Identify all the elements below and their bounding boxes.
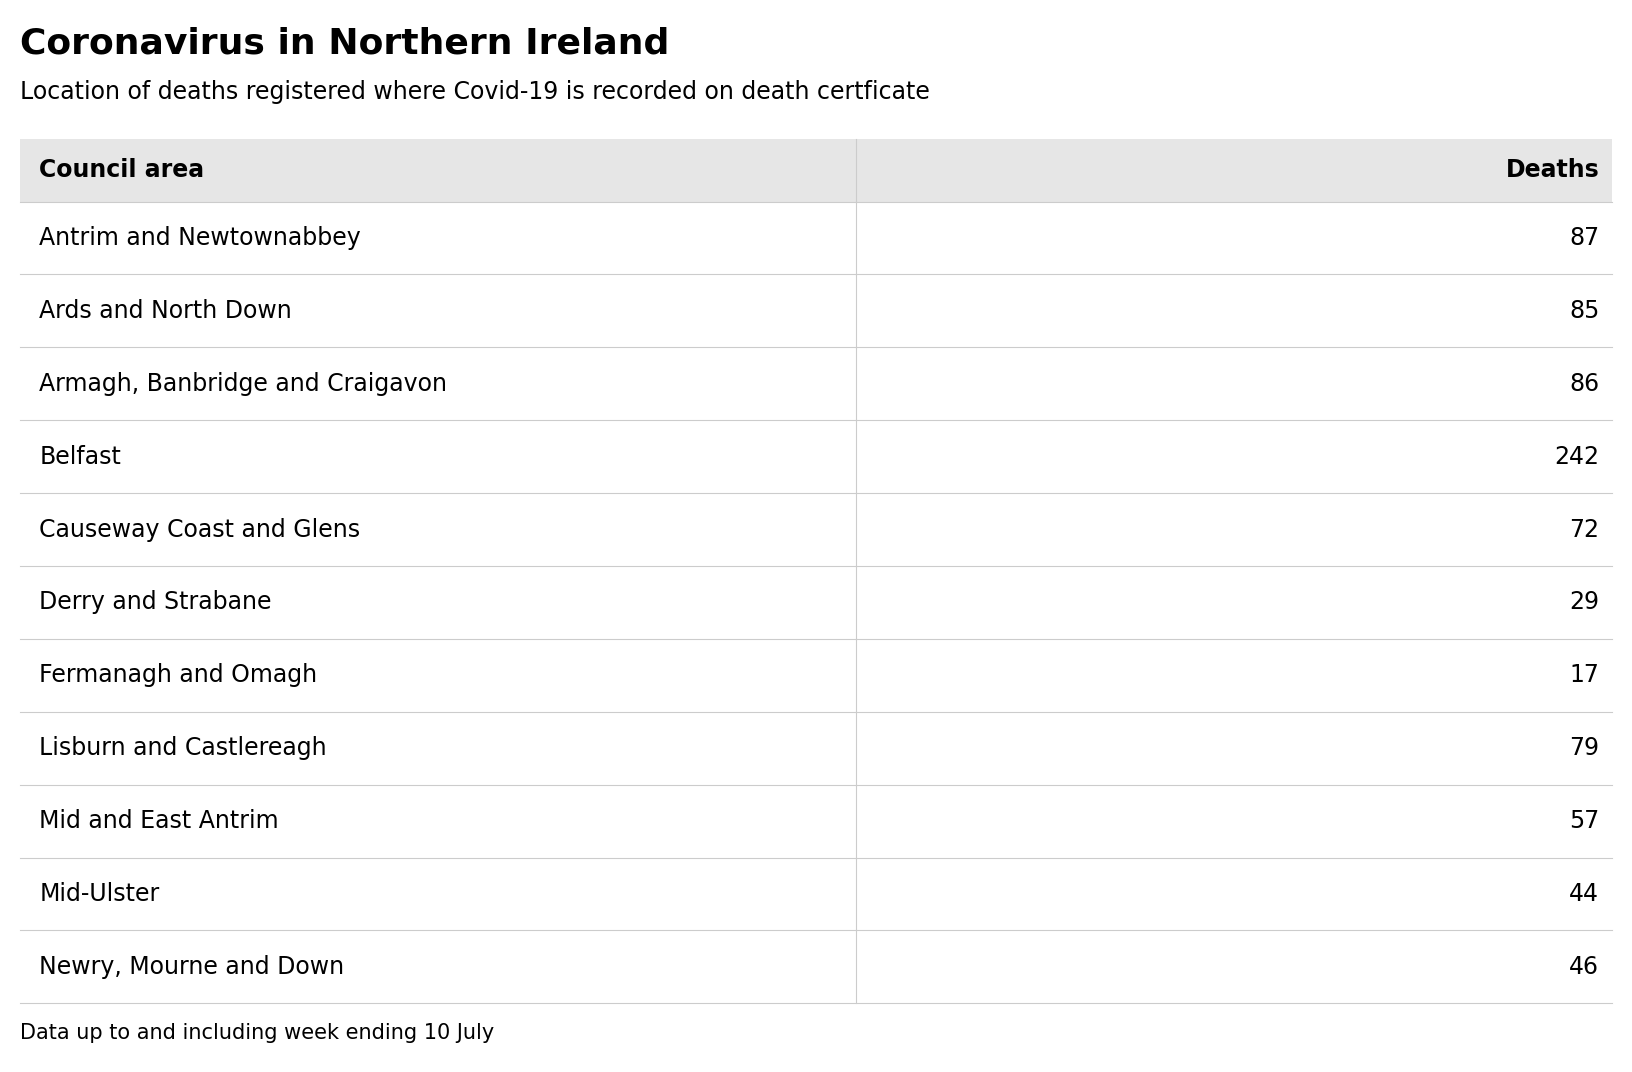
Text: Causeway Coast and Glens: Causeway Coast and Glens [39, 518, 361, 541]
Text: 57: 57 [1568, 809, 1599, 833]
Text: Antrim and Newtownabbey: Antrim and Newtownabbey [39, 226, 361, 250]
Text: Deaths: Deaths [1506, 159, 1599, 182]
Text: 86: 86 [1570, 372, 1599, 396]
Text: Lisburn and Castlereagh: Lisburn and Castlereagh [39, 736, 326, 760]
Text: Mid-Ulster: Mid-Ulster [39, 882, 160, 906]
Text: 29: 29 [1570, 591, 1599, 614]
Text: 44: 44 [1570, 882, 1599, 906]
Text: 17: 17 [1570, 664, 1599, 687]
Text: 79: 79 [1570, 736, 1599, 760]
Bar [20, 639, 1612, 712]
Text: Fermanagh and Omagh: Fermanagh and Omagh [39, 664, 317, 687]
Bar [20, 566, 1612, 639]
Text: 87: 87 [1570, 226, 1599, 250]
Bar [20, 712, 1612, 785]
Text: Derry and Strabane: Derry and Strabane [39, 591, 271, 614]
Text: 72: 72 [1570, 518, 1599, 541]
Bar [20, 420, 1612, 493]
Bar [20, 139, 1612, 202]
Bar [20, 493, 1612, 566]
Bar [20, 785, 1612, 858]
Text: 46: 46 [1570, 955, 1599, 979]
Bar [20, 347, 1612, 420]
Text: Armagh, Banbridge and Craigavon: Armagh, Banbridge and Craigavon [39, 372, 447, 396]
Bar [20, 930, 1612, 1003]
Text: Newry, Mourne and Down: Newry, Mourne and Down [39, 955, 344, 979]
Text: Ards and North Down: Ards and North Down [39, 299, 292, 323]
Text: Belfast: Belfast [39, 445, 121, 468]
Bar [20, 274, 1612, 347]
Text: Location of deaths registered where Covid-19 is recorded on death certficate: Location of deaths registered where Covi… [20, 80, 930, 104]
Bar [20, 858, 1612, 930]
Text: 85: 85 [1568, 299, 1599, 323]
Text: Council area: Council area [39, 159, 204, 182]
Text: Data up to and including week ending 10 July: Data up to and including week ending 10 … [20, 1023, 494, 1043]
Text: 242: 242 [1554, 445, 1599, 468]
Bar [20, 202, 1612, 274]
Text: Mid and East Antrim: Mid and East Antrim [39, 809, 279, 833]
Text: Coronavirus in Northern Ireland: Coronavirus in Northern Ireland [20, 27, 669, 61]
